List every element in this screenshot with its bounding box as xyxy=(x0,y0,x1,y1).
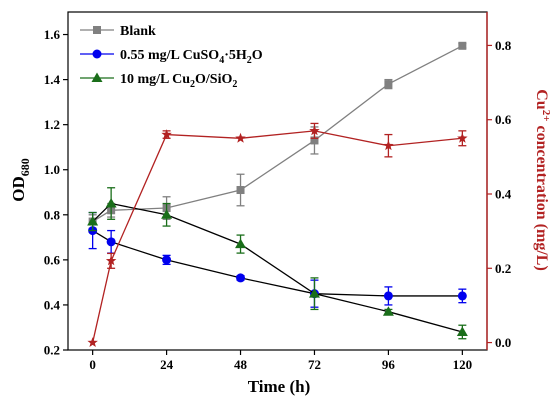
legend-marker xyxy=(93,26,101,34)
data-point-star xyxy=(105,255,117,266)
series-line-circle xyxy=(92,230,463,297)
y-tick-label: 1.6 xyxy=(44,27,61,42)
y2-tick-label: 0.2 xyxy=(495,261,511,276)
x-tick-label: 48 xyxy=(234,357,248,372)
data-point-square xyxy=(458,41,467,50)
data-point-triangle xyxy=(235,238,247,249)
data-point-star xyxy=(457,132,468,143)
series-triangle xyxy=(87,187,468,340)
y-tick-label: 0.8 xyxy=(44,207,61,222)
legend-label-subscript: 2 xyxy=(232,79,237,90)
data-point-star xyxy=(235,132,246,143)
data-point-circle xyxy=(236,273,246,283)
data-point-square xyxy=(384,80,393,89)
y2-axis-title-sup: 2+ xyxy=(540,110,550,122)
x-tick-label: 120 xyxy=(453,357,473,372)
data-point-circle xyxy=(457,291,467,301)
data-point-star xyxy=(309,125,320,136)
y2-axis-title-suffix: concentration (mg/L) xyxy=(533,121,550,270)
legend-entry-triangle: 10 mg/L Cu2O/SiO2 xyxy=(80,72,237,90)
y-tick-label: 0.2 xyxy=(44,343,60,358)
x-tick-label: 96 xyxy=(382,357,396,372)
y2-tick-label: 0.0 xyxy=(495,335,511,350)
y-tick-label: 1.4 xyxy=(44,72,61,87)
data-point-triangle xyxy=(308,288,320,298)
legend-label-subscript: 4 xyxy=(219,55,224,66)
data-point-circle xyxy=(383,291,393,301)
series-star xyxy=(87,122,468,348)
legend-label: Blank xyxy=(120,24,156,39)
data-point-triangle xyxy=(161,209,173,219)
x-tick-label: 24 xyxy=(160,357,174,372)
series-circle xyxy=(88,211,467,308)
legend-entry-circle: 0.55 mg/L CuSO4·5H2O xyxy=(80,48,263,66)
y-tick-label: 0.4 xyxy=(44,297,61,312)
y2-axis-title-prefix: Cu xyxy=(533,89,550,110)
legend-marker xyxy=(92,49,102,59)
legend-entry-square: Blank xyxy=(80,24,156,39)
y-axis-title: OD680 xyxy=(9,158,32,202)
y-axis-title-sub: 680 xyxy=(18,158,32,176)
x-tick-label: 0 xyxy=(89,357,96,372)
y-tick-label: 0.6 xyxy=(44,252,61,267)
legend-label-subscript: 2 xyxy=(190,79,195,90)
data-point-triangle xyxy=(105,198,117,208)
data-point-triangle xyxy=(456,326,468,336)
legend-label-text: 0.55 mg/L CuSO xyxy=(120,48,219,63)
data-point-circle xyxy=(106,237,116,247)
y2-tick-label: 0.4 xyxy=(495,187,512,202)
legend-marker xyxy=(91,72,103,82)
y-tick-label: 1.2 xyxy=(44,117,60,132)
y2-tick-label: 0.6 xyxy=(495,112,512,127)
legend-label-text: O xyxy=(252,48,263,63)
series-line-star xyxy=(92,130,463,343)
data-point-star xyxy=(383,140,394,151)
data-point-square xyxy=(310,136,319,145)
data-point-star xyxy=(161,129,172,140)
legend-label: 10 mg/L Cu2O/SiO2 xyxy=(120,72,237,90)
axes: 0 24 48 72 96 1200.20.40.60.81.01.21.41.60.00… xyxy=(44,11,512,372)
data-point-square xyxy=(236,186,245,195)
data-point-triangle xyxy=(382,306,394,316)
legend-label-text: O/SiO xyxy=(195,72,232,87)
series-layer xyxy=(87,41,468,348)
data-point-triangle xyxy=(87,216,99,226)
y-tick-label: 1.0 xyxy=(44,162,60,177)
legend-label-text: 10 mg/L Cu xyxy=(120,72,190,87)
y2-tick-label: 0.8 xyxy=(495,38,512,53)
legend-label-text: ·5H xyxy=(224,48,247,63)
x-axis-title: Time (h) xyxy=(248,377,311,396)
x-tick-label: 72 xyxy=(308,357,321,372)
legend-label: 0.55 mg/L CuSO4·5H2O xyxy=(120,48,263,66)
data-point-circle xyxy=(162,255,172,265)
legend-label-subscript: 2 xyxy=(247,55,252,66)
y-axis-title-main: OD xyxy=(9,176,28,202)
y2-axis-title: Cu2+ concentration (mg/L) xyxy=(533,89,550,271)
series-line-triangle xyxy=(92,202,463,333)
data-point-star xyxy=(87,337,98,348)
